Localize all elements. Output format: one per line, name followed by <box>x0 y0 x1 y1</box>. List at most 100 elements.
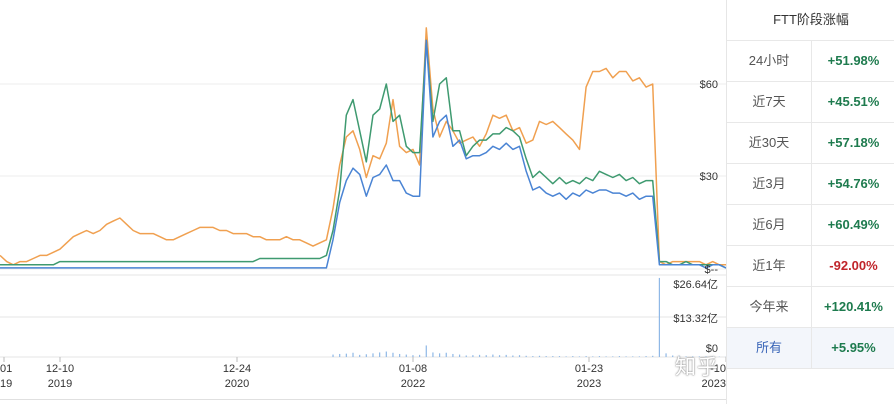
x-tick-year-label: 2023 <box>702 378 726 390</box>
y-tick-label: $-- <box>705 264 719 276</box>
x-tick-year-label: 19 <box>0 378 12 390</box>
volume-bar <box>465 355 467 357</box>
volume-bar <box>612 356 614 357</box>
period-label[interactable]: 今年来 <box>727 287 812 327</box>
period-change-value: +120.41% <box>824 299 883 314</box>
period-row[interactable]: 近30天 +57.18% <box>727 123 894 164</box>
volume-bar <box>399 353 401 357</box>
volume-bar <box>405 354 407 357</box>
volume-bar <box>618 356 621 357</box>
x-tick-label: 01-08 <box>399 363 427 375</box>
panel-title: FTT阶段涨幅 <box>727 0 894 41</box>
volume-bar <box>419 354 421 357</box>
volume-bar <box>385 351 387 357</box>
volume-bar <box>558 356 561 357</box>
volume-bar <box>658 277 660 357</box>
period-label[interactable]: 近1年 <box>727 246 812 286</box>
price-line-series-1 <box>0 27 726 266</box>
volume-bar <box>698 356 700 357</box>
volume-bar <box>545 356 547 357</box>
volume-tick-label: $13.32亿 <box>673 312 718 325</box>
volume-bar <box>665 353 667 357</box>
volume-bar <box>352 352 354 357</box>
volume-bar <box>565 356 567 357</box>
period-change-value: +5.95% <box>831 340 876 355</box>
volume-bar <box>505 354 507 357</box>
price-chart: $60 $30 $-- $26.64亿 $13.32亿 $0 01 19 12-10 2019 1… <box>0 27 726 390</box>
volume-bar <box>452 353 454 357</box>
volume-bar <box>578 356 581 357</box>
volume-bar <box>712 356 714 357</box>
period-change-value: +57.18% <box>827 135 880 150</box>
period-label[interactable]: 所有 <box>727 328 812 368</box>
x-tick-label: 12-24 <box>223 363 251 375</box>
volume-bar <box>625 356 627 357</box>
volume-bar <box>645 356 647 357</box>
period-change-value: -92.00% <box>829 258 878 273</box>
volume-bar <box>672 355 674 357</box>
x-tick-label: 12-10 <box>46 363 74 375</box>
volume-bar <box>638 356 641 357</box>
price-line-series-3 <box>0 39 726 269</box>
x-tick-year-label: 2022 <box>401 378 425 390</box>
volume-bar <box>472 355 474 357</box>
volume-bar <box>379 352 381 357</box>
volume-bar <box>392 352 394 357</box>
period-label[interactable]: 近7天 <box>727 82 812 122</box>
volume-bar <box>572 356 574 357</box>
volume-bar <box>652 355 654 357</box>
volume-bar <box>492 354 494 357</box>
volume-bar <box>605 356 607 357</box>
volume-bar <box>425 345 427 357</box>
y-tick-label: $60 <box>700 79 718 91</box>
volume-bar <box>512 355 514 357</box>
period-row[interactable]: 近7天 +45.51% <box>727 82 894 123</box>
period-label[interactable]: 24小时 <box>727 41 812 81</box>
period-row[interactable]: 24小时 +51.98% <box>727 41 894 82</box>
y-tick-label: $30 <box>700 171 718 183</box>
period-row[interactable]: 近3月 +54.76% <box>727 164 894 205</box>
period-change-value: +60.49% <box>827 217 880 232</box>
period-row[interactable]: 近1年 -92.00% <box>727 246 894 287</box>
volume-bar <box>598 356 601 357</box>
volume-bar <box>445 352 447 357</box>
volume-bar <box>345 353 347 357</box>
x-tick-year-label: 2023 <box>577 378 601 390</box>
period-label[interactable]: 近3月 <box>727 164 812 204</box>
volume-bar <box>498 355 501 357</box>
price-line-series-2 <box>0 39 726 269</box>
volume-bar <box>632 356 634 357</box>
volume-bar <box>678 355 680 357</box>
period-row[interactable]: 今年来 +120.41% <box>727 287 894 328</box>
x-tick-label: 01 <box>0 363 12 375</box>
volume-bar <box>525 355 527 357</box>
volume-bar <box>432 352 434 357</box>
volume-bar <box>552 356 554 357</box>
volume-bar <box>339 353 341 357</box>
x-tick-year-label: 2020 <box>225 378 249 390</box>
volume-tick-label: $0 <box>706 343 718 355</box>
volume-bar <box>705 356 707 357</box>
period-row[interactable]: 近6月 +60.49% <box>727 205 894 246</box>
period-label[interactable]: 近30天 <box>727 123 812 163</box>
volume-bar <box>332 354 334 357</box>
period-change-value: +51.98% <box>827 53 880 68</box>
volume-bar <box>478 354 481 357</box>
volume-bar <box>592 356 594 357</box>
period-row[interactable]: 所有 +5.95% <box>727 328 894 369</box>
bottom-divider <box>0 399 726 400</box>
volume-bar <box>359 354 361 357</box>
volume-bar <box>518 355 521 357</box>
volume-bar <box>412 355 414 357</box>
volume-bar <box>485 355 487 357</box>
volume-bar <box>372 353 374 357</box>
volume-bar <box>538 355 541 357</box>
volume-bar <box>692 356 694 357</box>
volume-bar <box>365 354 367 357</box>
period-label[interactable]: 近6月 <box>727 205 812 245</box>
x-tick-label: 01-23 <box>575 363 603 375</box>
volume-bar <box>685 356 687 357</box>
volume-bar <box>458 354 461 357</box>
x-tick-year-label: 2019 <box>48 378 72 390</box>
period-change-panel: FTT阶段涨幅 24小时 +51.98% 近7天 +45.51% 近30天 +57.18%… <box>726 0 894 404</box>
